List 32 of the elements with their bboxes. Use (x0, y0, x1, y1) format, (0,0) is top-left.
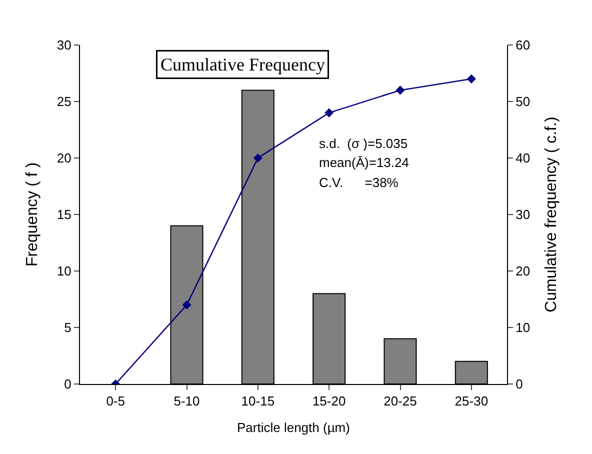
point (396, 86, 405, 95)
x-tick-label: 20-25 (384, 394, 417, 409)
y-tick-label: 15 (56, 207, 72, 222)
point (253, 153, 262, 163)
annotation: s.d. (σ )=5.035 (319, 136, 408, 151)
y2-axis-title: Cumulative frequency ( c.f.) (542, 116, 560, 312)
x-tick-label: 25-30 (454, 394, 488, 409)
y-tick-label: 10 (56, 264, 72, 279)
annotation: C.V. =38% (319, 175, 399, 190)
y2-tick-label: 20 (516, 264, 530, 279)
annotation: mean(Ā)=13.24 (319, 155, 409, 170)
text: Cumulative Frequency (160, 54, 325, 74)
point (466, 74, 476, 84)
y2-tick-label: 50 (516, 94, 530, 110)
y2-tick-label: 30 (516, 207, 530, 222)
y-tick-label: 5 (64, 320, 72, 336)
point (182, 300, 192, 310)
x-tick-label: 15-20 (312, 394, 346, 409)
x-tick-label: 10-15 (241, 394, 275, 409)
y2-tick-label: 10 (516, 320, 530, 336)
y-tick-label: 25 (56, 94, 72, 110)
y-tick-label: 30 (56, 38, 72, 53)
y2-tick-label: 0 (516, 376, 523, 392)
y-tick-label: 0 (64, 376, 72, 392)
y2-tick-label: 40 (516, 150, 530, 166)
x-tick-label: 0-5 (106, 394, 125, 409)
y-axis-title: Frequency ( f ) (24, 162, 41, 267)
y2-tick-label: 60 (516, 38, 530, 53)
y-tick-label: 20 (56, 150, 72, 166)
x-tick-label: 5-10 (174, 394, 200, 409)
x-axis-title: Particle length (µm) (237, 420, 350, 436)
point (324, 108, 334, 118)
